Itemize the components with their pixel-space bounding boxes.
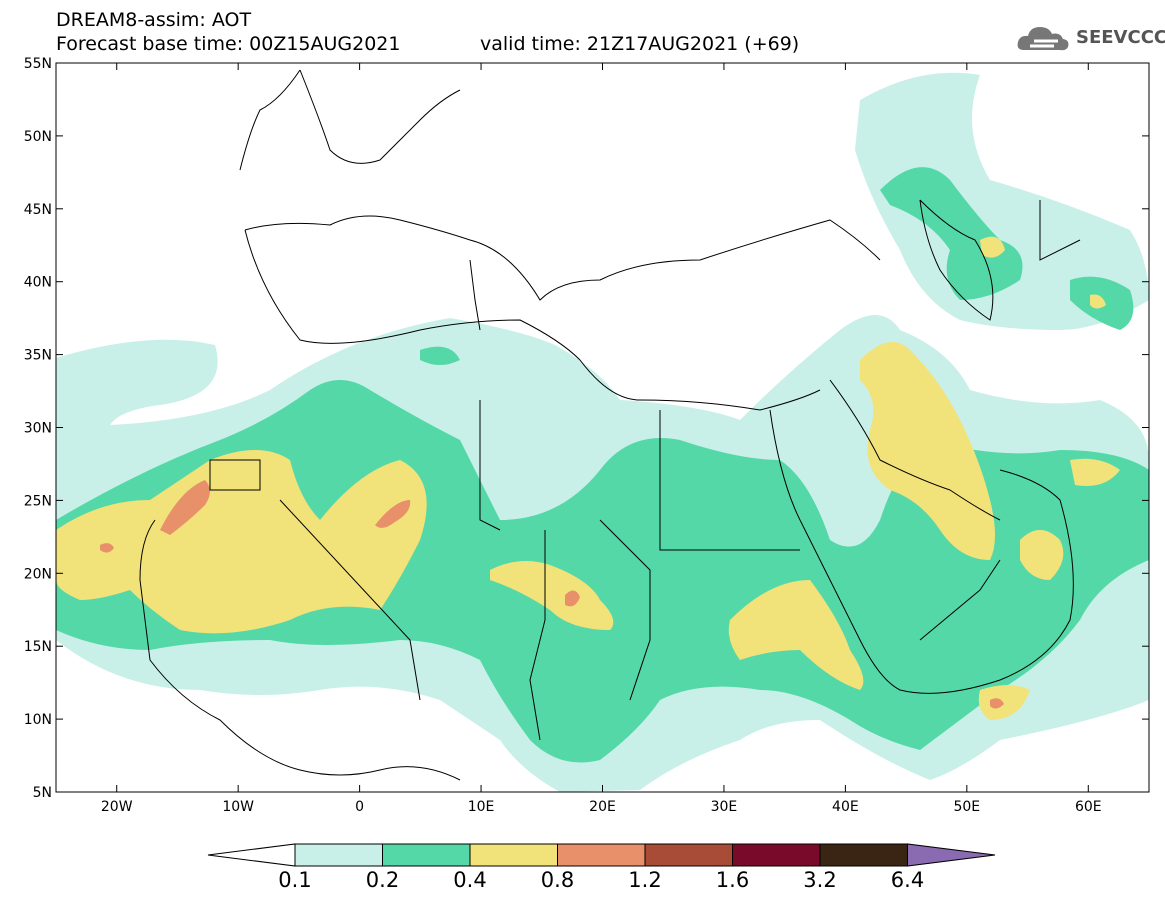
colorbar-label: 1.6	[715, 868, 750, 892]
aot-contour-0.4	[56, 236, 1120, 720]
coastlines	[139, 69, 1081, 781]
latitude-axis: 55N 50N 45N 40N 35N 30N 25N 20N 15N 10N 5N	[24, 56, 1149, 801]
longitude-axis: 20W 10W 0 10E 20E 30E 40E 50E 60E	[101, 63, 1102, 815]
lat-tick-label: 15N	[24, 639, 52, 655]
lon-tick-label: 40E	[832, 799, 859, 815]
lon-tick-label: 50E	[953, 799, 980, 815]
lat-tick-label: 10N	[24, 712, 52, 728]
lat-tick-label: 20N	[24, 566, 52, 582]
colorbar-swatch	[557, 843, 646, 867]
lat-tick-label: 50N	[24, 129, 52, 145]
colorbar-swatch	[819, 843, 908, 867]
lon-tick-label: 10E	[468, 799, 495, 815]
colorbar-label: 0.8	[540, 868, 575, 892]
seevccc-logo: SEEVCCC	[1016, 22, 1165, 56]
lon-tick-label: 60E	[1075, 799, 1102, 815]
colorbar-swatch	[382, 843, 471, 867]
colorbar-swatch	[294, 843, 383, 867]
colorbar-label: 0.2	[365, 868, 400, 892]
aot-contour-0.8	[100, 480, 1004, 709]
colorbar-label: 0.4	[453, 868, 487, 892]
forecast-base-time: Forecast base time: 00Z15AUG2021	[56, 33, 401, 55]
colorbar-min-arrow	[207, 843, 296, 867]
lat-tick-label: 35N	[24, 348, 52, 364]
lat-tick-label: 55N	[24, 56, 52, 72]
lat-tick-label: 30N	[24, 421, 52, 437]
cloud-icon	[1017, 27, 1069, 51]
colorbar-swatch	[469, 843, 558, 867]
colorbar-label: 6.4	[890, 868, 925, 892]
colorbar-label: 1.2	[628, 868, 662, 892]
colorbar-swatch	[644, 843, 733, 867]
colorbar-max-arrow	[907, 843, 996, 867]
lat-tick-label: 5N	[33, 785, 52, 801]
lat-tick-label: 40N	[24, 275, 52, 291]
colorbar-label: 3.2	[803, 868, 837, 892]
colorbar-label: 0.1	[278, 868, 312, 892]
lat-tick-label: 45N	[24, 202, 52, 218]
lon-tick-label: 20W	[101, 799, 133, 815]
lon-tick-label: 30E	[711, 799, 738, 815]
lat-tick-label: 25N	[24, 493, 52, 509]
colorbar	[207, 843, 996, 867]
lon-tick-label: 0	[355, 799, 364, 815]
colorbar-swatch	[732, 843, 821, 867]
lon-tick-label: 20E	[589, 799, 616, 815]
valid-time: valid time: 21Z17AUG2021 (+69)	[480, 33, 800, 55]
aot-field	[56, 69, 1149, 792]
lon-tick-label: 10W	[222, 799, 254, 815]
chart-title: DREAM8-assim: AOT	[56, 9, 252, 31]
